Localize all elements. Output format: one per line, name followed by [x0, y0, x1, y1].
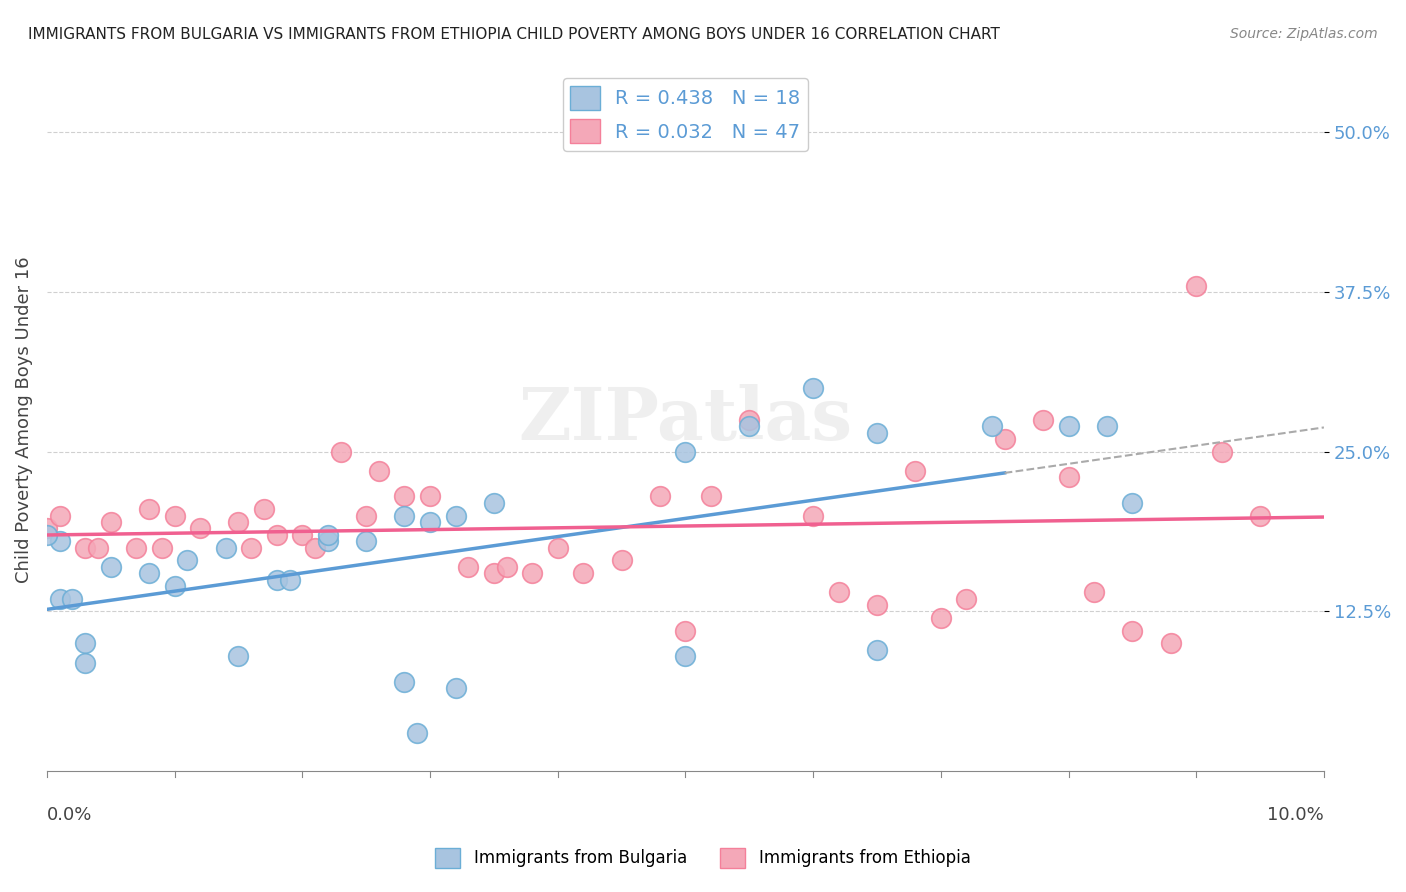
Point: [394, 674, 416, 689]
Point: [1121, 496, 1143, 510]
Point: [738, 419, 761, 434]
Point: [278, 573, 301, 587]
Point: [572, 566, 595, 581]
Y-axis label: Child Poverty Among Boys Under 16: Child Poverty Among Boys Under 16: [15, 257, 32, 583]
Point: [419, 490, 441, 504]
Point: [520, 566, 543, 581]
Point: [266, 528, 288, 542]
Point: [1160, 636, 1182, 650]
Point: [457, 559, 479, 574]
Point: [176, 553, 198, 567]
Legend: R = 0.438   N = 18, R = 0.032   N = 47: R = 0.438 N = 18, R = 0.032 N = 47: [562, 78, 808, 151]
Point: [955, 591, 977, 606]
Point: [266, 573, 288, 587]
Point: [980, 419, 1002, 434]
Point: [1211, 444, 1233, 458]
Text: IMMIGRANTS FROM BULGARIA VS IMMIGRANTS FROM ETHIOPIA CHILD POVERTY AMONG BOYS UN: IMMIGRANTS FROM BULGARIA VS IMMIGRANTS F…: [28, 27, 1000, 42]
Point: [354, 534, 377, 549]
Point: [138, 566, 160, 581]
Point: [866, 598, 889, 612]
Legend: Immigrants from Bulgaria, Immigrants from Ethiopia: Immigrants from Bulgaria, Immigrants fro…: [429, 841, 977, 875]
Point: [138, 502, 160, 516]
Point: [801, 508, 824, 523]
Point: [1185, 278, 1208, 293]
Point: [394, 490, 416, 504]
Point: [406, 726, 429, 740]
Point: [673, 624, 696, 638]
Point: [610, 553, 633, 567]
Point: [35, 521, 58, 535]
Point: [240, 541, 263, 555]
Point: [1032, 413, 1054, 427]
Point: [291, 528, 314, 542]
Point: [100, 515, 122, 529]
Point: [444, 681, 467, 695]
Point: [228, 515, 250, 529]
Point: [866, 642, 889, 657]
Point: [75, 656, 97, 670]
Point: [354, 508, 377, 523]
Point: [648, 490, 671, 504]
Point: [1249, 508, 1271, 523]
Point: [75, 541, 97, 555]
Point: [367, 464, 389, 478]
Point: [215, 541, 238, 555]
Point: [304, 541, 326, 555]
Point: [1057, 419, 1080, 434]
Point: [48, 534, 70, 549]
Point: [35, 528, 58, 542]
Point: [444, 508, 467, 523]
Point: [316, 534, 339, 549]
Point: [163, 508, 186, 523]
Point: [866, 425, 889, 440]
Point: [673, 649, 696, 664]
Point: [125, 541, 148, 555]
Point: [75, 636, 97, 650]
Point: [547, 541, 569, 555]
Point: [188, 521, 211, 535]
Point: [228, 649, 250, 664]
Point: [329, 444, 352, 458]
Point: [904, 464, 927, 478]
Text: Source: ZipAtlas.com: Source: ZipAtlas.com: [1230, 27, 1378, 41]
Point: [419, 515, 441, 529]
Point: [48, 591, 70, 606]
Point: [1121, 624, 1143, 638]
Point: [495, 559, 517, 574]
Text: ZIPatlas: ZIPatlas: [519, 384, 852, 455]
Point: [100, 559, 122, 574]
Point: [87, 541, 110, 555]
Point: [48, 508, 70, 523]
Point: [929, 611, 952, 625]
Point: [1083, 585, 1105, 599]
Point: [316, 528, 339, 542]
Point: [700, 490, 723, 504]
Point: [801, 381, 824, 395]
Point: [482, 496, 505, 510]
Point: [673, 444, 696, 458]
Point: [482, 566, 505, 581]
Point: [738, 413, 761, 427]
Text: 10.0%: 10.0%: [1267, 806, 1324, 824]
Point: [1095, 419, 1118, 434]
Text: 0.0%: 0.0%: [46, 806, 93, 824]
Point: [150, 541, 173, 555]
Point: [253, 502, 276, 516]
Point: [994, 432, 1017, 446]
Point: [394, 508, 416, 523]
Point: [163, 579, 186, 593]
Point: [827, 585, 849, 599]
Point: [62, 591, 84, 606]
Point: [1057, 470, 1080, 484]
